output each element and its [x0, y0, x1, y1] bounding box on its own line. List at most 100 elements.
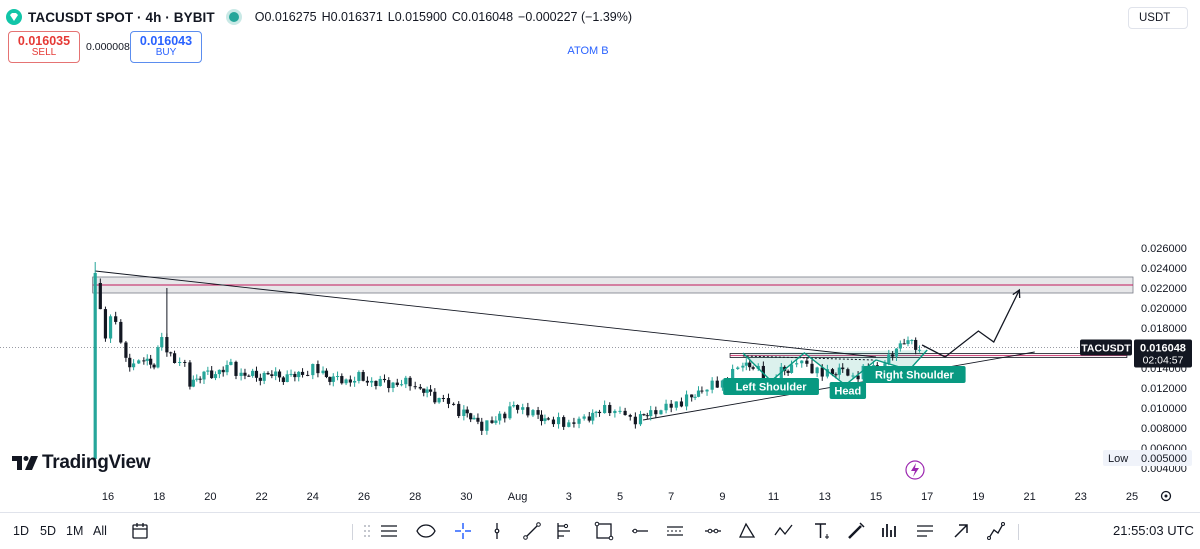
candle-body	[594, 411, 598, 413]
candle-body	[132, 363, 136, 368]
candle-body	[623, 410, 627, 416]
x-tick-label: 28	[409, 491, 421, 503]
annotation-text: ATOM B	[567, 45, 608, 57]
low-tag-value: 0.005000	[1141, 453, 1187, 465]
candle-body	[156, 347, 160, 368]
sell-button[interactable]: 0.016035 SELL	[8, 31, 80, 63]
trend-line-icon[interactable]	[521, 520, 543, 542]
candle-body	[374, 380, 378, 387]
last-price-label: 0.016048	[1140, 343, 1186, 355]
forecast-icon[interactable]	[914, 520, 936, 542]
timeframe-all[interactable]: All	[93, 524, 107, 538]
brush-tool-icon[interactable]	[845, 520, 867, 542]
vertical-line-icon[interactable]	[486, 520, 508, 542]
drag-handle-icon[interactable]	[356, 520, 378, 542]
candle-body	[108, 316, 113, 339]
last-price-tag-bg	[1134, 339, 1192, 368]
chart-area[interactable]: 0.004000 0.006000 0.008000 0.010000 0.012000…	[0, 0, 1200, 510]
candle-body	[221, 369, 225, 373]
axis-settings-icon	[1160, 490, 1172, 502]
crosshair-icon[interactable]	[452, 520, 474, 542]
date-range-icon[interactable]	[129, 520, 151, 542]
arrow-up-icon[interactable]	[950, 520, 972, 542]
candle-body	[188, 362, 192, 387]
left-shoulder-label-bg	[723, 378, 819, 395]
buy-button[interactable]: 0.016043 BUY	[130, 31, 202, 63]
high-value: H0.016371	[321, 10, 383, 24]
candle-body	[300, 371, 305, 375]
candle-body	[353, 380, 357, 383]
x-tick-label: 26	[358, 491, 370, 503]
timeframe-1m[interactable]: 1M	[66, 524, 84, 538]
candle-body	[613, 410, 617, 414]
candle-body	[239, 372, 243, 376]
bottom-toolbar: 1D 5D 1M All	[0, 512, 1200, 549]
candle-body	[452, 403, 456, 405]
y-tick-label: 0.018000	[1141, 323, 1187, 335]
sidebar-lines-icon[interactable]	[378, 520, 400, 542]
candle-body	[608, 404, 612, 414]
timeframe-5d[interactable]: 5D	[40, 524, 56, 538]
candle-body	[243, 372, 247, 376]
candle-body	[894, 348, 899, 357]
timeframe-1d[interactable]: 1D	[13, 524, 29, 538]
candle-body	[696, 390, 701, 397]
candle-body	[830, 369, 835, 375]
sell-price: 0.016035	[17, 34, 71, 49]
price-chart[interactable]: 0.0040000.0060000.0080000.0100000.012000…	[0, 0, 1200, 510]
candle-body	[229, 361, 233, 365]
horizontal-ray-icon[interactable]	[629, 520, 651, 542]
long-position-icon[interactable]	[878, 520, 900, 542]
fib-retracement-icon[interactable]	[553, 520, 575, 542]
sell-label: SELL	[31, 47, 57, 59]
parallel-channel-icon[interactable]	[664, 520, 686, 542]
y-tick-label: 0.026000	[1141, 243, 1187, 255]
candle-body	[344, 379, 348, 384]
symbol-tag-bg	[1080, 339, 1132, 356]
candle-body	[277, 371, 282, 378]
candle-body	[789, 364, 794, 373]
candle-body	[531, 410, 535, 416]
tradingview-logo: TradingView	[12, 452, 151, 474]
candle-body	[693, 396, 697, 398]
triangle-pattern-icon[interactable]	[736, 520, 758, 542]
symbol-title[interactable]: TACUSDT SPOT · 4h · BYBIT	[28, 9, 215, 25]
utc-clock[interactable]: 21:55:03 UTC	[1113, 523, 1194, 538]
candle-body	[254, 370, 259, 378]
candle-body	[720, 380, 724, 388]
rectangle-icon[interactable]	[593, 520, 615, 542]
candle-body	[361, 372, 365, 381]
candle-body	[684, 394, 689, 407]
x-tick-label: 30	[460, 491, 472, 503]
currency-selector[interactable]: USDT	[1128, 7, 1188, 29]
candle-body	[285, 374, 289, 383]
candle-body	[293, 373, 297, 378]
x-tick-label: 25	[1126, 491, 1138, 503]
candle-body	[731, 368, 735, 382]
projection-arrowhead	[1012, 288, 1021, 299]
axis-settings-icon	[1164, 494, 1168, 498]
x-tick-label: 17	[921, 491, 933, 503]
candle-body	[898, 343, 902, 349]
candle-body	[861, 365, 865, 380]
candle-body	[800, 360, 804, 364]
buy-price: 0.016043	[139, 34, 193, 49]
candle-body	[503, 413, 507, 419]
candle-body	[562, 417, 566, 427]
low-tag-bg	[1103, 450, 1192, 466]
candle-body	[370, 380, 374, 383]
candle-body	[618, 410, 622, 412]
candle-body	[152, 364, 156, 368]
xabcd-pattern-icon[interactable]	[773, 520, 795, 542]
toolbar-separator	[1018, 524, 1019, 540]
info-line-icon[interactable]	[702, 520, 724, 542]
text-tool-icon[interactable]	[811, 520, 833, 542]
brush-shape-icon[interactable]	[415, 520, 437, 542]
candle-body	[786, 370, 790, 373]
candle-body	[335, 376, 340, 378]
right-shoulder-label: Right Shoulder	[875, 370, 955, 382]
path-tool-icon[interactable]	[985, 520, 1007, 542]
candle-body	[378, 378, 382, 387]
candle-body	[539, 414, 544, 422]
candle-body	[577, 418, 581, 424]
